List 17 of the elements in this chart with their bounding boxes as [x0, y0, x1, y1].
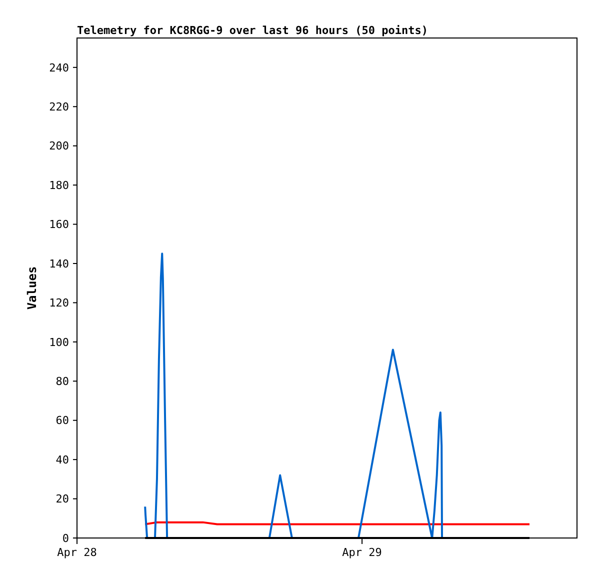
y-tick-label: 160	[49, 218, 69, 232]
chart-title: Telemetry for KC8RGG-9 over last 96 hours (50 points)	[77, 24, 428, 37]
y-tick-label: 240	[49, 61, 69, 74]
x-tick-label: Apr 29	[342, 546, 382, 559]
y-tick-label: 60	[56, 414, 69, 428]
y-tick-label: 180	[49, 178, 69, 192]
y-tick-label: 220	[49, 100, 69, 114]
y-tick-label: 120	[49, 296, 69, 310]
y-tick-label: 0	[62, 532, 69, 545]
y-tick-label: 40	[56, 453, 69, 466]
y-tick-label: 20	[56, 492, 69, 506]
y-tick-label: 80	[56, 374, 69, 388]
y-tick-label: 200	[49, 140, 69, 153]
y-tick-label: 140	[49, 257, 69, 270]
x-tick-label: Apr 28	[57, 546, 97, 559]
y-tick-label: 100	[49, 336, 69, 349]
y-axis-title: Values	[25, 266, 39, 310]
